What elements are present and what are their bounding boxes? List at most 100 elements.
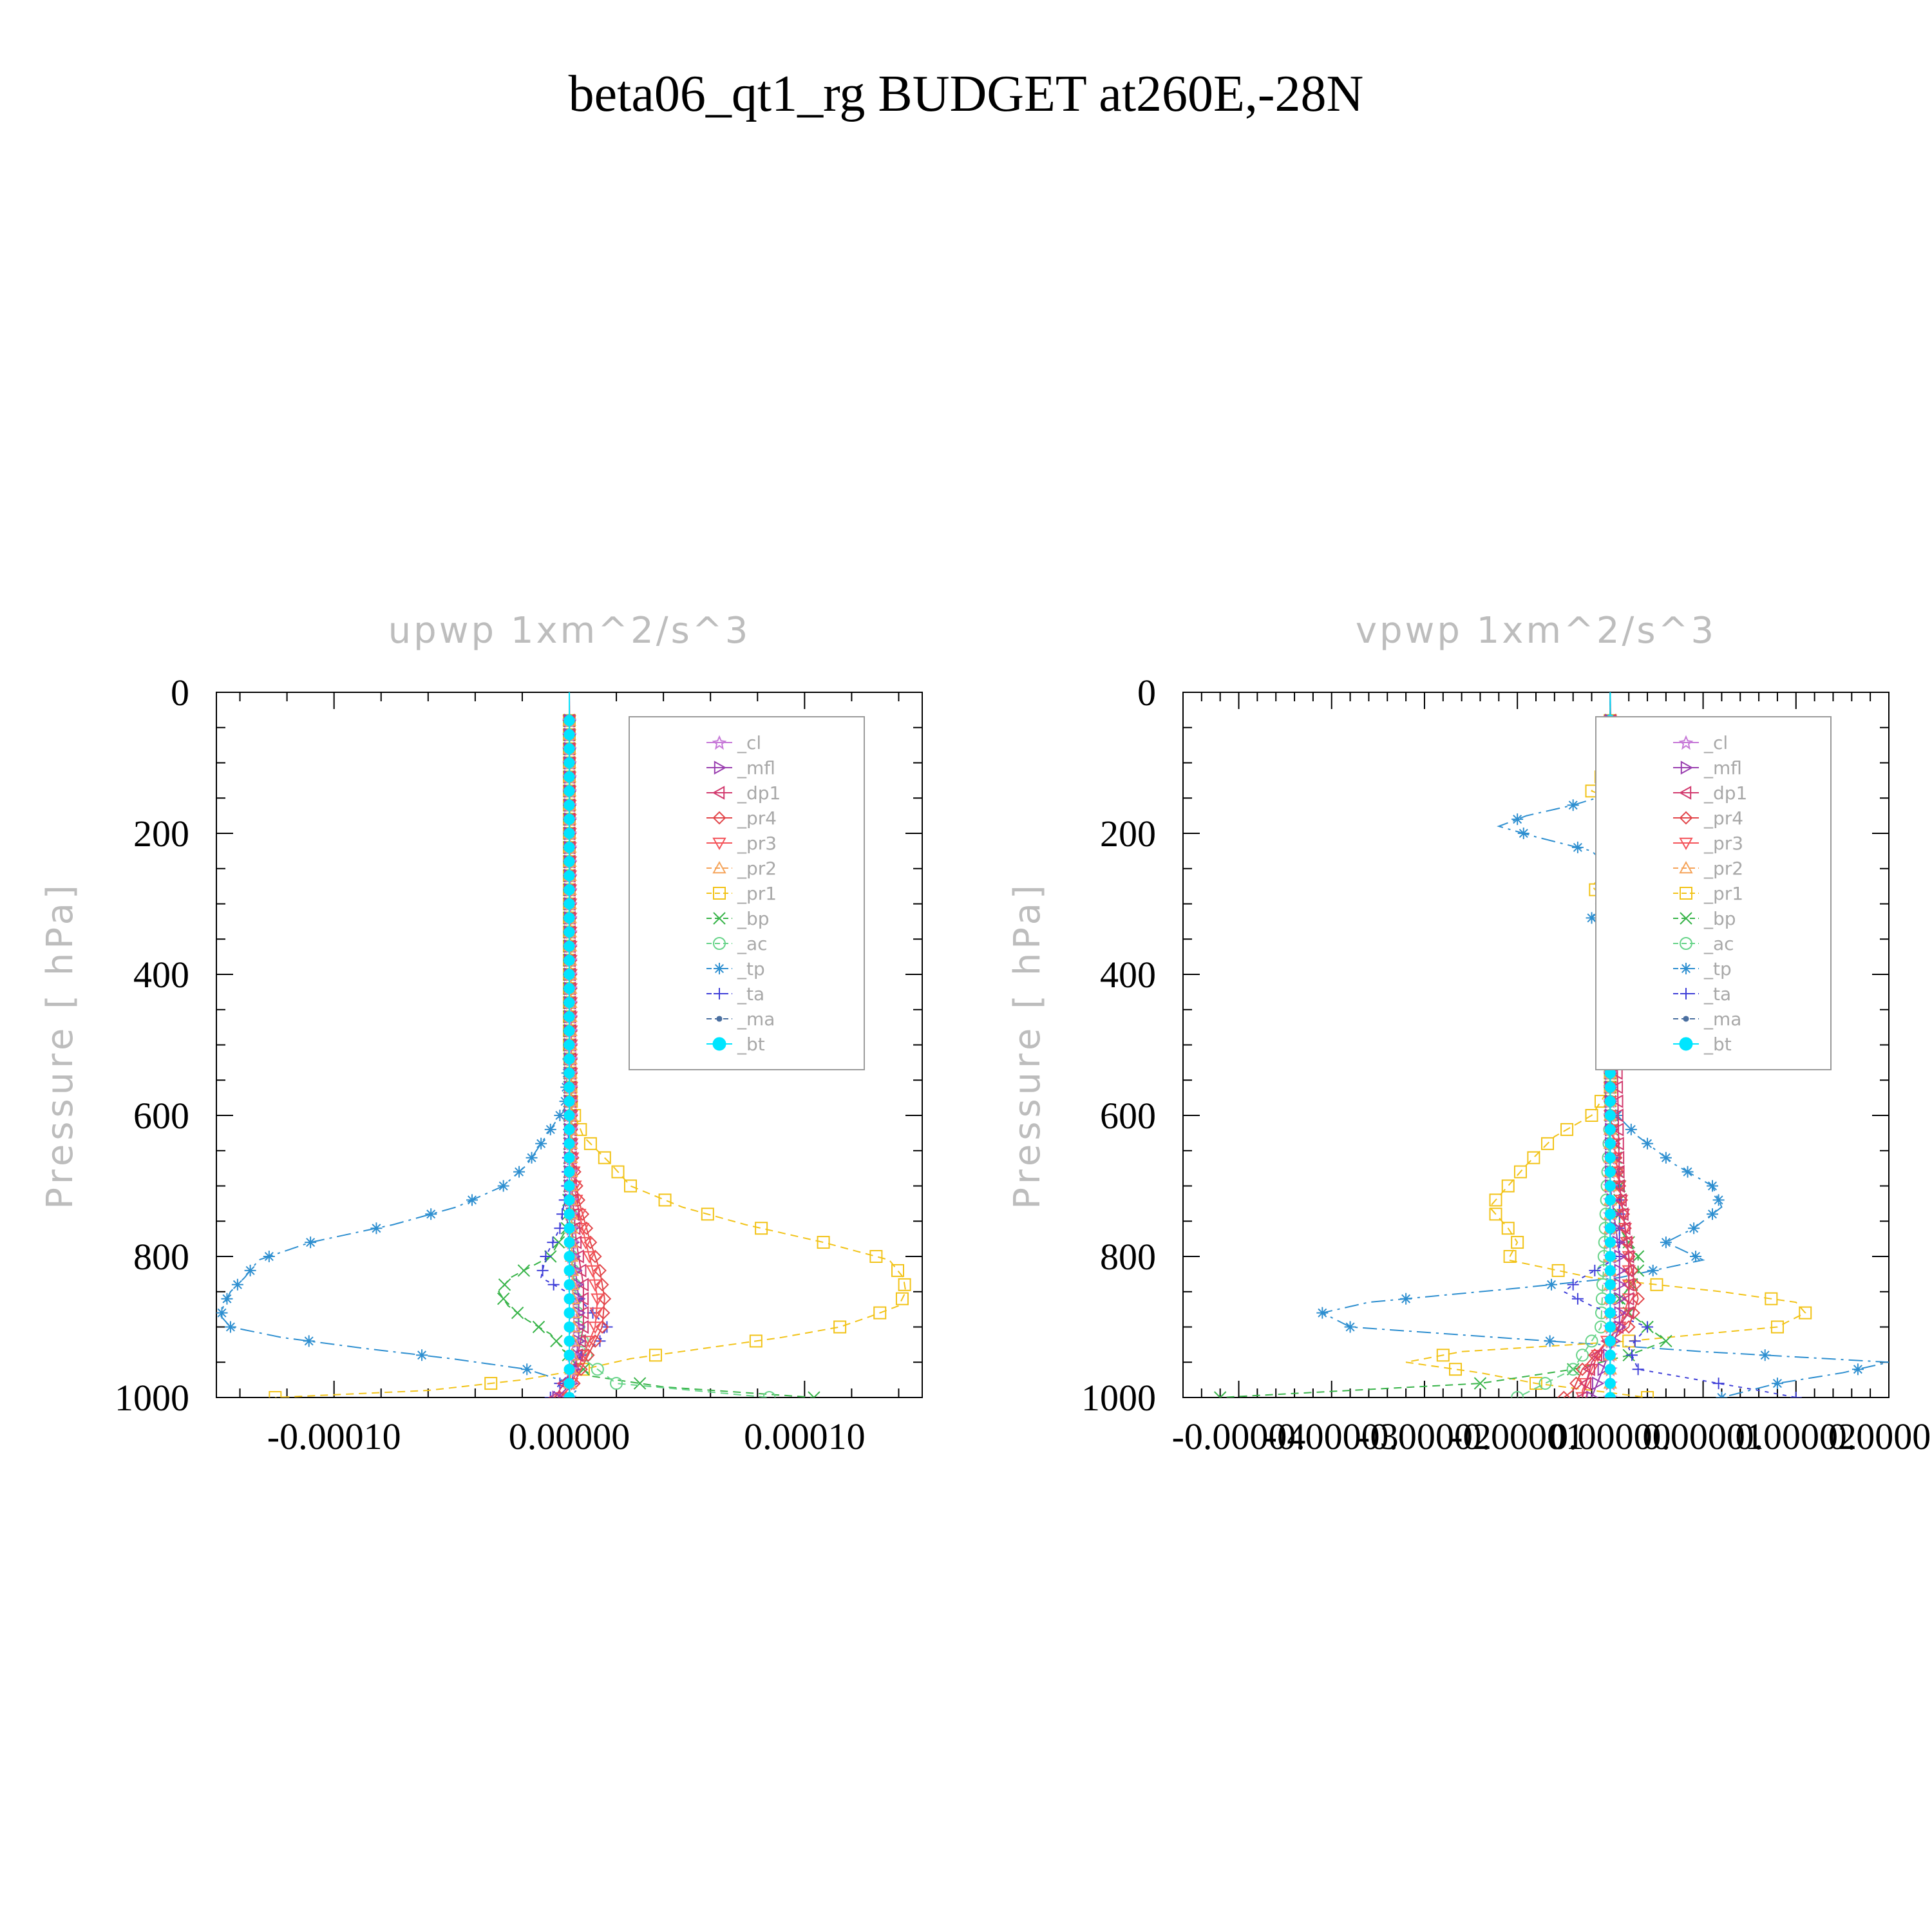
legend-marker bbox=[1680, 963, 1692, 974]
data-point bbox=[601, 1321, 613, 1333]
data-point bbox=[1604, 1378, 1616, 1389]
panel-upwp: upwp 1xm^2/s^3 Pressure [ hPa] 0 200 400 60… bbox=[39, 610, 923, 1457]
data-point bbox=[1765, 1292, 1778, 1305]
data-point bbox=[1642, 1137, 1654, 1150]
data-point bbox=[1544, 1335, 1556, 1347]
data-point bbox=[497, 1292, 510, 1305]
data-point bbox=[564, 940, 575, 952]
data-point bbox=[1586, 1390, 1599, 1397]
legend-marker bbox=[713, 937, 726, 950]
data-point bbox=[1712, 1194, 1725, 1206]
series-markers-tp bbox=[216, 714, 575, 1397]
data-point bbox=[588, 1321, 602, 1334]
data-point bbox=[1612, 1164, 1625, 1179]
data-point bbox=[1770, 1320, 1784, 1334]
data-point bbox=[564, 1067, 575, 1079]
data-point bbox=[1604, 1236, 1616, 1248]
data-point bbox=[547, 1236, 559, 1249]
legend-label: _ta bbox=[737, 983, 764, 1005]
legend-marker bbox=[716, 1016, 723, 1022]
data-point bbox=[1616, 1207, 1629, 1221]
data-point bbox=[1799, 1306, 1812, 1320]
legend-marker bbox=[1679, 860, 1693, 874]
data-point bbox=[1604, 1110, 1616, 1121]
y-tick-label: 0 bbox=[171, 672, 189, 714]
data-point bbox=[544, 1392, 556, 1397]
data-point bbox=[1629, 1335, 1641, 1347]
figure-title: beta06_qt1_rg BUDGET at260E,-28N bbox=[569, 66, 1364, 122]
series-markers-bt bbox=[564, 715, 575, 1397]
data-point bbox=[564, 1194, 575, 1206]
data-point bbox=[1511, 1391, 1524, 1397]
data-point bbox=[1582, 1362, 1595, 1376]
data-point bbox=[564, 1180, 575, 1191]
data-point bbox=[244, 1264, 256, 1276]
data-point bbox=[1567, 1278, 1579, 1291]
data-point bbox=[591, 1293, 605, 1306]
data-point bbox=[808, 1391, 820, 1397]
legend-marker bbox=[1680, 988, 1692, 999]
data-point bbox=[521, 1363, 533, 1376]
data-point bbox=[594, 1335, 606, 1347]
data-point bbox=[649, 1349, 662, 1362]
data-point bbox=[1566, 1363, 1580, 1376]
data-point bbox=[817, 1236, 830, 1249]
data-point bbox=[564, 757, 575, 768]
legend-label: _ac bbox=[1703, 933, 1734, 954]
y-tick-label: 600 bbox=[1100, 1095, 1156, 1137]
y-tick-label: 400 bbox=[133, 954, 189, 996]
data-point bbox=[1610, 1080, 1624, 1094]
legend-marker bbox=[713, 912, 726, 925]
legend-marker bbox=[1679, 1037, 1693, 1051]
data-point bbox=[1604, 1335, 1616, 1347]
legend-marker bbox=[1680, 937, 1692, 950]
data-point bbox=[755, 1222, 768, 1235]
data-point bbox=[1576, 1349, 1589, 1362]
series-line-tp bbox=[1320, 692, 1889, 1397]
data-point bbox=[1790, 1392, 1802, 1397]
legend-marker bbox=[714, 988, 725, 999]
legend-label: _pr1 bbox=[737, 883, 777, 904]
legend-box bbox=[629, 716, 865, 1070]
data-point bbox=[548, 1390, 561, 1397]
legend-label: _ma bbox=[737, 1009, 775, 1030]
data-point bbox=[564, 856, 575, 867]
legend-label: _pr2 bbox=[737, 858, 777, 879]
legend-label: _bp bbox=[1703, 908, 1736, 929]
data-point bbox=[1511, 1236, 1524, 1249]
data-point bbox=[564, 729, 575, 741]
legend-label: _tp bbox=[737, 958, 765, 980]
y-tick-label: 600 bbox=[133, 1095, 189, 1137]
data-point bbox=[1632, 1363, 1644, 1376]
legend-marker bbox=[1678, 786, 1692, 800]
data-point bbox=[564, 1251, 575, 1262]
data-point bbox=[1604, 1392, 1616, 1397]
data-point bbox=[564, 1392, 575, 1397]
y-axis-label-upwp: Pressure [ hPa] bbox=[39, 881, 81, 1209]
legend-label: _mfl bbox=[1703, 757, 1742, 779]
data-point bbox=[1611, 1094, 1624, 1108]
plot-upwp: 0 200 400 600 800 1000 -0.00010 0.00000 0.00010 _… bbox=[115, 672, 923, 1457]
data-point bbox=[1501, 1179, 1515, 1193]
data-point bbox=[564, 1363, 575, 1375]
data-point bbox=[564, 997, 575, 1009]
data-point bbox=[1611, 1151, 1625, 1165]
data-point bbox=[610, 1377, 623, 1390]
data-point bbox=[1611, 1108, 1624, 1122]
data-point bbox=[598, 1151, 611, 1164]
data-point bbox=[564, 1081, 575, 1093]
data-point bbox=[873, 1306, 887, 1320]
data-point bbox=[1604, 1180, 1616, 1191]
data-point bbox=[564, 898, 575, 909]
data-point bbox=[633, 1377, 647, 1390]
data-point bbox=[576, 1305, 589, 1320]
legend-marker bbox=[1679, 837, 1693, 851]
data-point bbox=[517, 1264, 531, 1277]
data-point bbox=[564, 771, 575, 782]
data-point bbox=[498, 1278, 511, 1291]
data-point bbox=[1611, 1320, 1624, 1334]
x-tick-label: -0.00003 bbox=[1265, 1416, 1399, 1457]
y-axis-label-vpwp: Pressure [ hPa] bbox=[1007, 881, 1048, 1209]
y-tick-label: 1000 bbox=[115, 1377, 189, 1419]
